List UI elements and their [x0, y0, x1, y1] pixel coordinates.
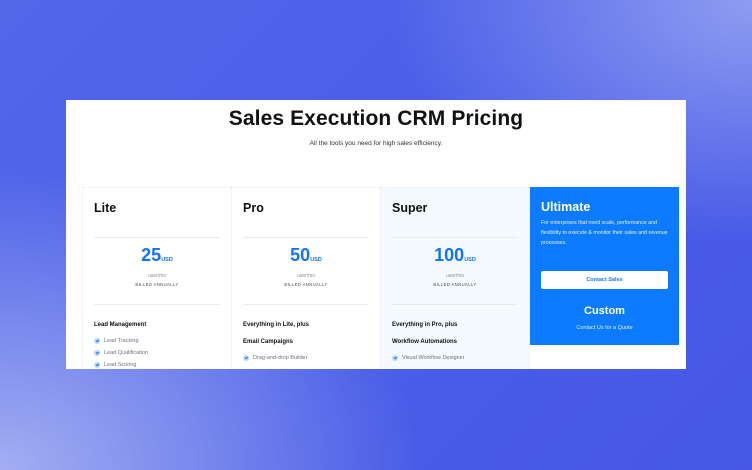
plan-name: Ultimate — [541, 200, 591, 214]
price-currency: USD — [310, 257, 322, 263]
feature-section-title: Workflow Automations — [392, 339, 457, 345]
page-title: Sales Execution CRM Pricing — [228, 107, 524, 130]
price-amount: 50 — [290, 245, 311, 265]
price-amount: 25 — [141, 245, 162, 265]
divider — [94, 304, 220, 305]
plan-name: Lite — [94, 201, 117, 215]
check-icon — [94, 338, 100, 344]
divider — [94, 237, 220, 238]
billing-note: BILLED ANNUALLY — [284, 282, 328, 287]
plan-card-lite: Lite 25USD user/mo BILLED ANNUALLY Lead … — [82, 187, 231, 369]
price-unit: user/mo — [147, 273, 167, 279]
custom-price-label: Custom — [584, 305, 625, 317]
price-unit: user/mo — [445, 273, 465, 279]
price-amount: 100 — [434, 245, 465, 265]
feature-intro: Everything in Lite, plus — [243, 322, 310, 328]
check-icon — [94, 362, 100, 368]
billing-note: BILLED ANNUALLY — [135, 282, 179, 287]
divider — [243, 304, 369, 305]
price-currency: USD — [161, 257, 173, 263]
plan-card-pro: Pro 50USD user/mo BILLED ANNUALLY Everyt… — [231, 187, 380, 369]
divider — [392, 304, 518, 305]
feature-section-title: Lead Management — [94, 322, 147, 328]
check-icon — [94, 350, 100, 356]
feature-item: Lead Scoring — [94, 362, 136, 368]
contact-sales-button[interactable]: Contact Sales — [541, 271, 668, 289]
billing-note: BILLED ANNUALLY — [433, 282, 477, 287]
feature-item: Lead Tracking — [94, 338, 139, 344]
pricing-panel: Sales Execution CRM Pricing All the tool… — [66, 100, 686, 369]
plan-price: 25USD — [83, 245, 231, 266]
divider — [243, 237, 369, 238]
plan-card-super: Super 100USD user/mo BILLED ANNUALLY Eve… — [380, 187, 529, 369]
price-unit: user/mo — [296, 273, 316, 279]
feature-intro: Everything in Pro, plus — [392, 322, 458, 328]
plan-price: 50USD — [232, 245, 380, 266]
plan-name: Pro — [243, 201, 264, 215]
price-currency: USD — [464, 257, 476, 263]
feature-item: Visual Workflow Designer — [392, 355, 464, 361]
quote-note: Contact Us for a Quote — [576, 325, 633, 331]
plan-price: 100USD — [381, 245, 529, 266]
plans-row: Lite 25USD user/mo BILLED ANNUALLY Lead … — [82, 187, 679, 369]
plan-name: Super — [392, 201, 428, 215]
page-subtitle: All the tools you need for high sales ef… — [309, 140, 443, 147]
divider — [392, 237, 518, 238]
plan-card-ultimate: Ultimate For enterprises that need scale… — [530, 187, 679, 345]
check-icon — [243, 355, 249, 361]
feature-item: Drag-and-drop Builder — [243, 355, 307, 361]
check-icon — [392, 355, 398, 361]
feature-item: Lead Qualification — [94, 350, 148, 356]
plan-description: For enterprises that need scale, perform… — [541, 220, 668, 246]
feature-section-title: Email Campaigns — [243, 339, 294, 345]
